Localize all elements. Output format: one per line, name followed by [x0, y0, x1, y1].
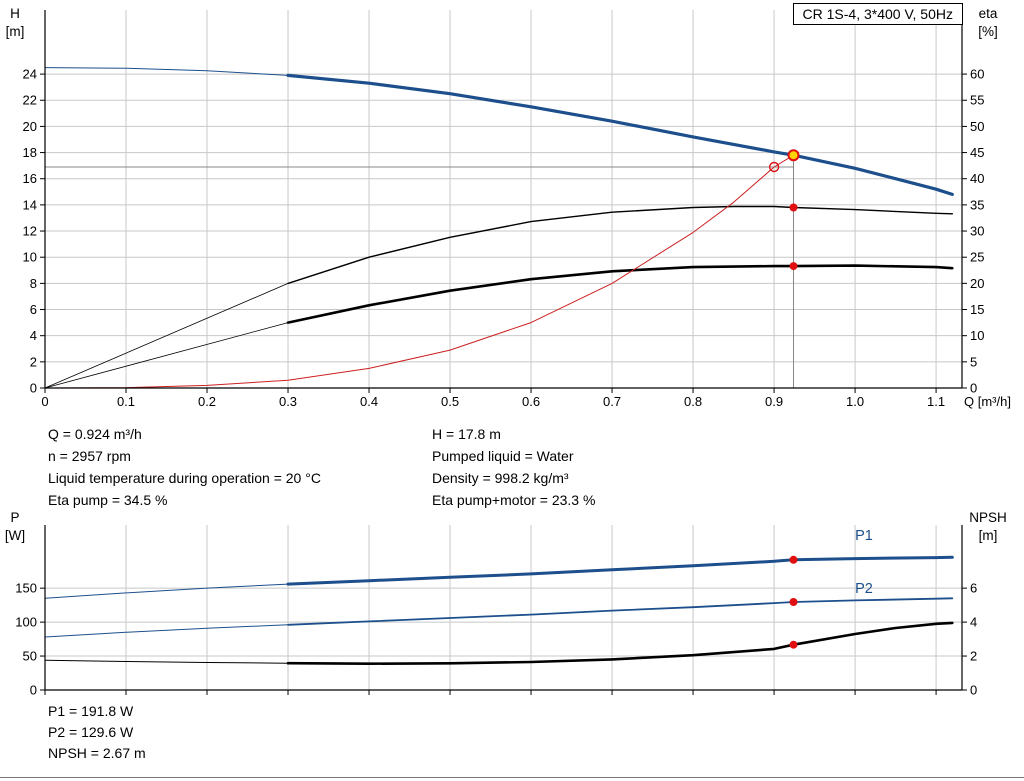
left-tick-label: 6: [30, 302, 37, 317]
left-tick-label: 24: [23, 67, 37, 82]
x-tick-label: 0.3: [279, 394, 297, 409]
series-eta-pump-motor-curve: [286, 264, 954, 324]
series-p2-low-flow: [44, 624, 289, 638]
right-tick-label: 0: [970, 381, 977, 396]
right-tick-label: 6: [970, 581, 977, 596]
left-tick-label: 0: [30, 381, 37, 396]
duty-info-left-column: Q = 0.924 m³/h n = 2957 rpm Liquid tempe…: [48, 423, 321, 511]
left-tick-label: 22: [23, 93, 37, 108]
info-npsh: NPSH = 2.67 m: [48, 745, 146, 761]
series-qh-curve-low-flow: [44, 67, 289, 76]
x-tick-label: 0.8: [684, 394, 702, 409]
right-tick-label: 5: [970, 354, 977, 369]
info-p1: P1 = 191.8 W: [48, 703, 134, 719]
left-tick-label: 8: [30, 276, 37, 291]
x-tick-label: 1.0: [846, 394, 864, 409]
series-eta-pump-curve: [287, 205, 953, 285]
duty-point-eta-pump-motor: [789, 262, 798, 271]
duty-point-p2: [789, 598, 798, 606]
p1-curve-label: P1: [855, 528, 873, 544]
series-qh-curve: [286, 73, 954, 196]
pump-model-title: CR 1S-4, 3*400 V, 50Hz: [802, 6, 953, 22]
left-axis-title: H: [10, 6, 20, 21]
requested-duty-point: [768, 161, 780, 173]
x-tick-label: 1.1: [927, 394, 945, 409]
right-tick-label: 25: [970, 250, 984, 265]
left-tick-label: 150: [15, 581, 37, 596]
x-tick-label: 0: [41, 394, 48, 409]
x-axis-label: Q [m³/h]: [964, 394, 1011, 409]
series-p2-curve: [287, 597, 954, 626]
left-axis-title: P: [10, 510, 19, 525]
info-speed: n = 2957 rpm: [48, 448, 131, 464]
left-tick-label: 0: [30, 683, 37, 698]
x-tick-label: 0.5: [441, 394, 459, 409]
p2-curve-label: P2: [855, 581, 873, 597]
left-tick-label: 14: [23, 197, 37, 212]
x-tick-label: 0.1: [117, 394, 135, 409]
right-axis-title: [m]: [979, 528, 998, 543]
left-tick-label: 18: [23, 145, 37, 160]
right-tick-label: 10: [970, 328, 984, 343]
right-tick-label: 60: [970, 67, 984, 82]
left-tick-label: 50: [23, 649, 37, 664]
x-tick-label: 0.2: [198, 394, 216, 409]
right-tick-label: 2: [970, 649, 977, 664]
qh-eta-chart: 0246810121416182022240510152025303540455…: [6, 6, 1011, 409]
series-p1-low-flow: [44, 583, 289, 599]
duty-point-p1: [789, 555, 798, 564]
left-axis-title: [m]: [6, 24, 25, 39]
info-p2: P2 = 129.6 W: [48, 724, 134, 740]
info-head: H = 17.8 m: [432, 426, 501, 442]
right-tick-label: 30: [970, 224, 984, 239]
right-tick-label: 20: [970, 276, 984, 291]
info-flow: Q = 0.924 m³/h: [48, 426, 142, 442]
right-axis-title: NPSH: [969, 510, 1007, 525]
x-tick-label: 0.6: [522, 394, 540, 409]
info-liquid-temperature: Liquid temperature during operation = 20…: [48, 470, 321, 486]
right-tick-label: 40: [970, 171, 984, 186]
right-tick-label: 45: [970, 145, 984, 160]
right-tick-label: 0: [970, 683, 977, 698]
duty-info-right-column: H = 17.8 m Pumped liquid = Water Density…: [432, 423, 595, 511]
left-tick-label: 4: [30, 328, 37, 343]
info-density: Density = 998.2 kg/m³: [432, 470, 569, 486]
series-system-curve: [44, 154, 794, 389]
series-eta-pump-low-flow: [44, 282, 289, 389]
power-npsh-chart: 0 50 100 150 0 2 4 6 P [W] NPSH [m] P1 P2: [5, 510, 1007, 698]
series-eta-pump-motor-low-flow: [44, 322, 289, 389]
right-tick-label: 15: [970, 302, 984, 317]
series-p1-curve: [286, 555, 954, 586]
left-tick-label: 16: [23, 171, 37, 186]
x-tick-label: 0.4: [360, 394, 378, 409]
right-axis-title: [%]: [978, 24, 998, 39]
duty-point-qh: [787, 149, 800, 162]
duty-point-eta-pump: [789, 203, 798, 212]
power-npsh-info: P1 = 191.8 W P2 = 129.6 W NPSH = 2.67 m: [48, 701, 146, 764]
right-axis-title: eta: [979, 6, 998, 21]
x-tick-label: 0.7: [603, 394, 621, 409]
x-tick-label: 0.9: [765, 394, 783, 409]
duty-point-npsh: [789, 640, 798, 649]
series-npsh-curve: [286, 621, 954, 665]
right-tick-label: 35: [970, 197, 984, 212]
left-tick-label: 12: [23, 224, 37, 239]
left-tick-label: 10: [23, 250, 37, 265]
footer-divider: [0, 777, 1024, 778]
left-tick-label: 100: [15, 615, 37, 630]
left-axis-title: [W]: [5, 528, 25, 543]
left-tick-label: 20: [23, 119, 37, 134]
right-tick-label: 55: [970, 93, 984, 108]
info-pumped-liquid: Pumped liquid = Water: [432, 448, 574, 464]
info-eta-pump-motor: Eta pump+motor = 23.3 %: [432, 492, 596, 508]
right-tick-label: 50: [970, 119, 984, 134]
info-eta-pump: Eta pump = 34.5 %: [48, 492, 168, 508]
left-tick-label: 2: [30, 354, 37, 369]
series-npsh-low-flow: [44, 659, 289, 664]
chart-title-box: CR 1S-4, 3*400 V, 50Hz: [792, 3, 963, 25]
right-tick-label: 4: [970, 615, 977, 630]
